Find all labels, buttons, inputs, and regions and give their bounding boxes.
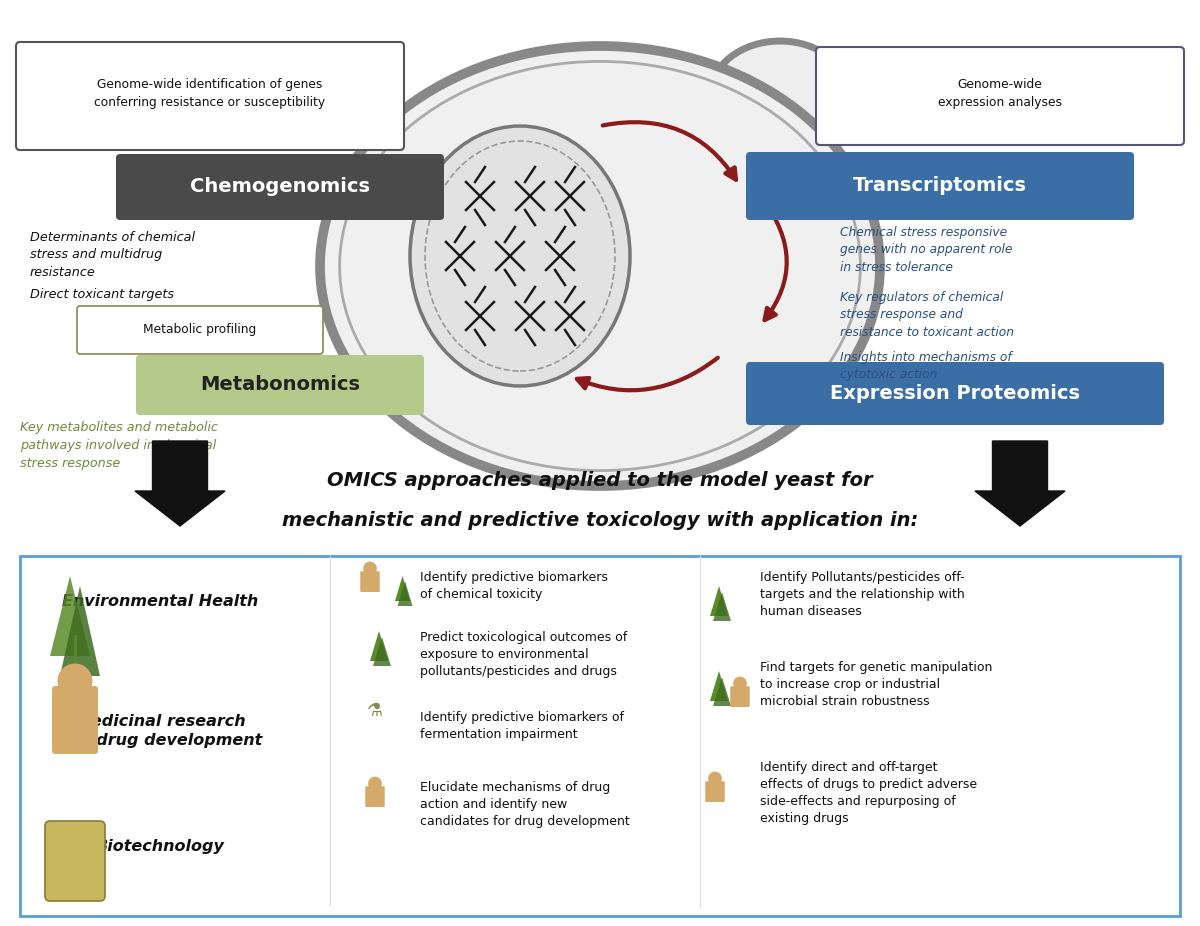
Polygon shape bbox=[397, 581, 413, 606]
Text: Predict toxicological outcomes of
exposure to environmental
pollutants/pesticide: Predict toxicological outcomes of exposu… bbox=[420, 631, 628, 678]
Text: Metabonomics: Metabonomics bbox=[200, 376, 360, 394]
Ellipse shape bbox=[340, 61, 860, 470]
Text: Determinants of chemical
stress and multidrug
resistance: Determinants of chemical stress and mult… bbox=[30, 231, 194, 279]
Text: OMICS approaches applied to the model yeast for: OMICS approaches applied to the model ye… bbox=[328, 471, 872, 491]
Text: Insights into mechanisms of
cytotoxic action: Insights into mechanisms of cytotoxic ac… bbox=[840, 351, 1012, 382]
FancyBboxPatch shape bbox=[52, 686, 98, 754]
Text: Biotechnology: Biotechnology bbox=[96, 839, 224, 854]
Polygon shape bbox=[50, 576, 90, 656]
FancyArrow shape bbox=[134, 441, 226, 526]
Ellipse shape bbox=[368, 777, 382, 791]
Text: Transcriptomics: Transcriptomics bbox=[853, 177, 1027, 195]
FancyBboxPatch shape bbox=[46, 821, 106, 901]
Text: Expression Proteomics: Expression Proteomics bbox=[830, 384, 1080, 403]
Text: Genome-wide
expression analyses: Genome-wide expression analyses bbox=[938, 79, 1062, 109]
Polygon shape bbox=[713, 677, 731, 706]
Ellipse shape bbox=[710, 41, 850, 151]
Ellipse shape bbox=[708, 771, 722, 785]
Text: Key metabolites and metabolic
pathways involved in chemical
stress response: Key metabolites and metabolic pathways i… bbox=[20, 421, 218, 470]
FancyBboxPatch shape bbox=[746, 362, 1164, 425]
Text: Elucidate mechanisms of drug
action and identify new
candidates for drug develop: Elucidate mechanisms of drug action and … bbox=[420, 781, 630, 828]
Text: Genome-wide identification of genes
conferring resistance or susceptibility: Genome-wide identification of genes conf… bbox=[95, 79, 325, 109]
Text: Medicinal research
and drug development: Medicinal research and drug development bbox=[58, 714, 263, 748]
Text: Identify direct and off-target
effects of drugs to predict adverse
side-effects : Identify direct and off-target effects o… bbox=[760, 761, 977, 825]
Polygon shape bbox=[395, 576, 410, 601]
Ellipse shape bbox=[364, 562, 377, 575]
Polygon shape bbox=[710, 586, 728, 616]
FancyBboxPatch shape bbox=[360, 571, 379, 592]
Text: Identify predictive biomarkers of
fermentation impairment: Identify predictive biomarkers of fermen… bbox=[420, 711, 624, 741]
FancyBboxPatch shape bbox=[116, 154, 444, 220]
Polygon shape bbox=[710, 671, 728, 701]
Bar bbox=[20, 556, 1180, 916]
FancyBboxPatch shape bbox=[746, 152, 1134, 220]
Polygon shape bbox=[60, 586, 100, 676]
Text: Direct toxicant targets: Direct toxicant targets bbox=[30, 288, 174, 301]
Polygon shape bbox=[713, 592, 731, 621]
Text: Key regulators of chemical
stress response and
resistance to toxicant action: Key regulators of chemical stress respon… bbox=[840, 291, 1014, 339]
Text: Identify predictive biomarkers
of chemical toxicity: Identify predictive biomarkers of chemic… bbox=[420, 571, 608, 601]
FancyBboxPatch shape bbox=[706, 782, 725, 802]
Ellipse shape bbox=[58, 664, 92, 698]
Text: Environmental Health: Environmental Health bbox=[62, 594, 258, 608]
Ellipse shape bbox=[320, 46, 880, 486]
Ellipse shape bbox=[733, 677, 746, 691]
FancyBboxPatch shape bbox=[816, 47, 1184, 145]
FancyBboxPatch shape bbox=[16, 42, 404, 150]
Text: Chemical stress responsive
genes with no apparent role
in stress tolerance: Chemical stress responsive genes with no… bbox=[840, 226, 1013, 274]
Polygon shape bbox=[370, 631, 388, 661]
Text: Find targets for genetic manipulation
to increase crop or industrial
microbial s: Find targets for genetic manipulation to… bbox=[760, 661, 992, 708]
Polygon shape bbox=[373, 637, 391, 666]
FancyBboxPatch shape bbox=[77, 306, 323, 354]
FancyBboxPatch shape bbox=[365, 786, 385, 807]
Ellipse shape bbox=[410, 126, 630, 386]
Text: Identify Pollutants/pesticides off-
targets and the relationship with
human dise: Identify Pollutants/pesticides off- targ… bbox=[760, 571, 965, 618]
FancyArrow shape bbox=[974, 441, 1066, 526]
Text: Metabolic profiling: Metabolic profiling bbox=[143, 323, 257, 336]
Text: ⚗: ⚗ bbox=[367, 702, 383, 720]
Text: Chemogenomics: Chemogenomics bbox=[190, 178, 370, 196]
FancyBboxPatch shape bbox=[136, 355, 424, 415]
Text: mechanistic and predictive toxicology with application in:: mechanistic and predictive toxicology wi… bbox=[282, 511, 918, 531]
FancyBboxPatch shape bbox=[731, 686, 750, 707]
